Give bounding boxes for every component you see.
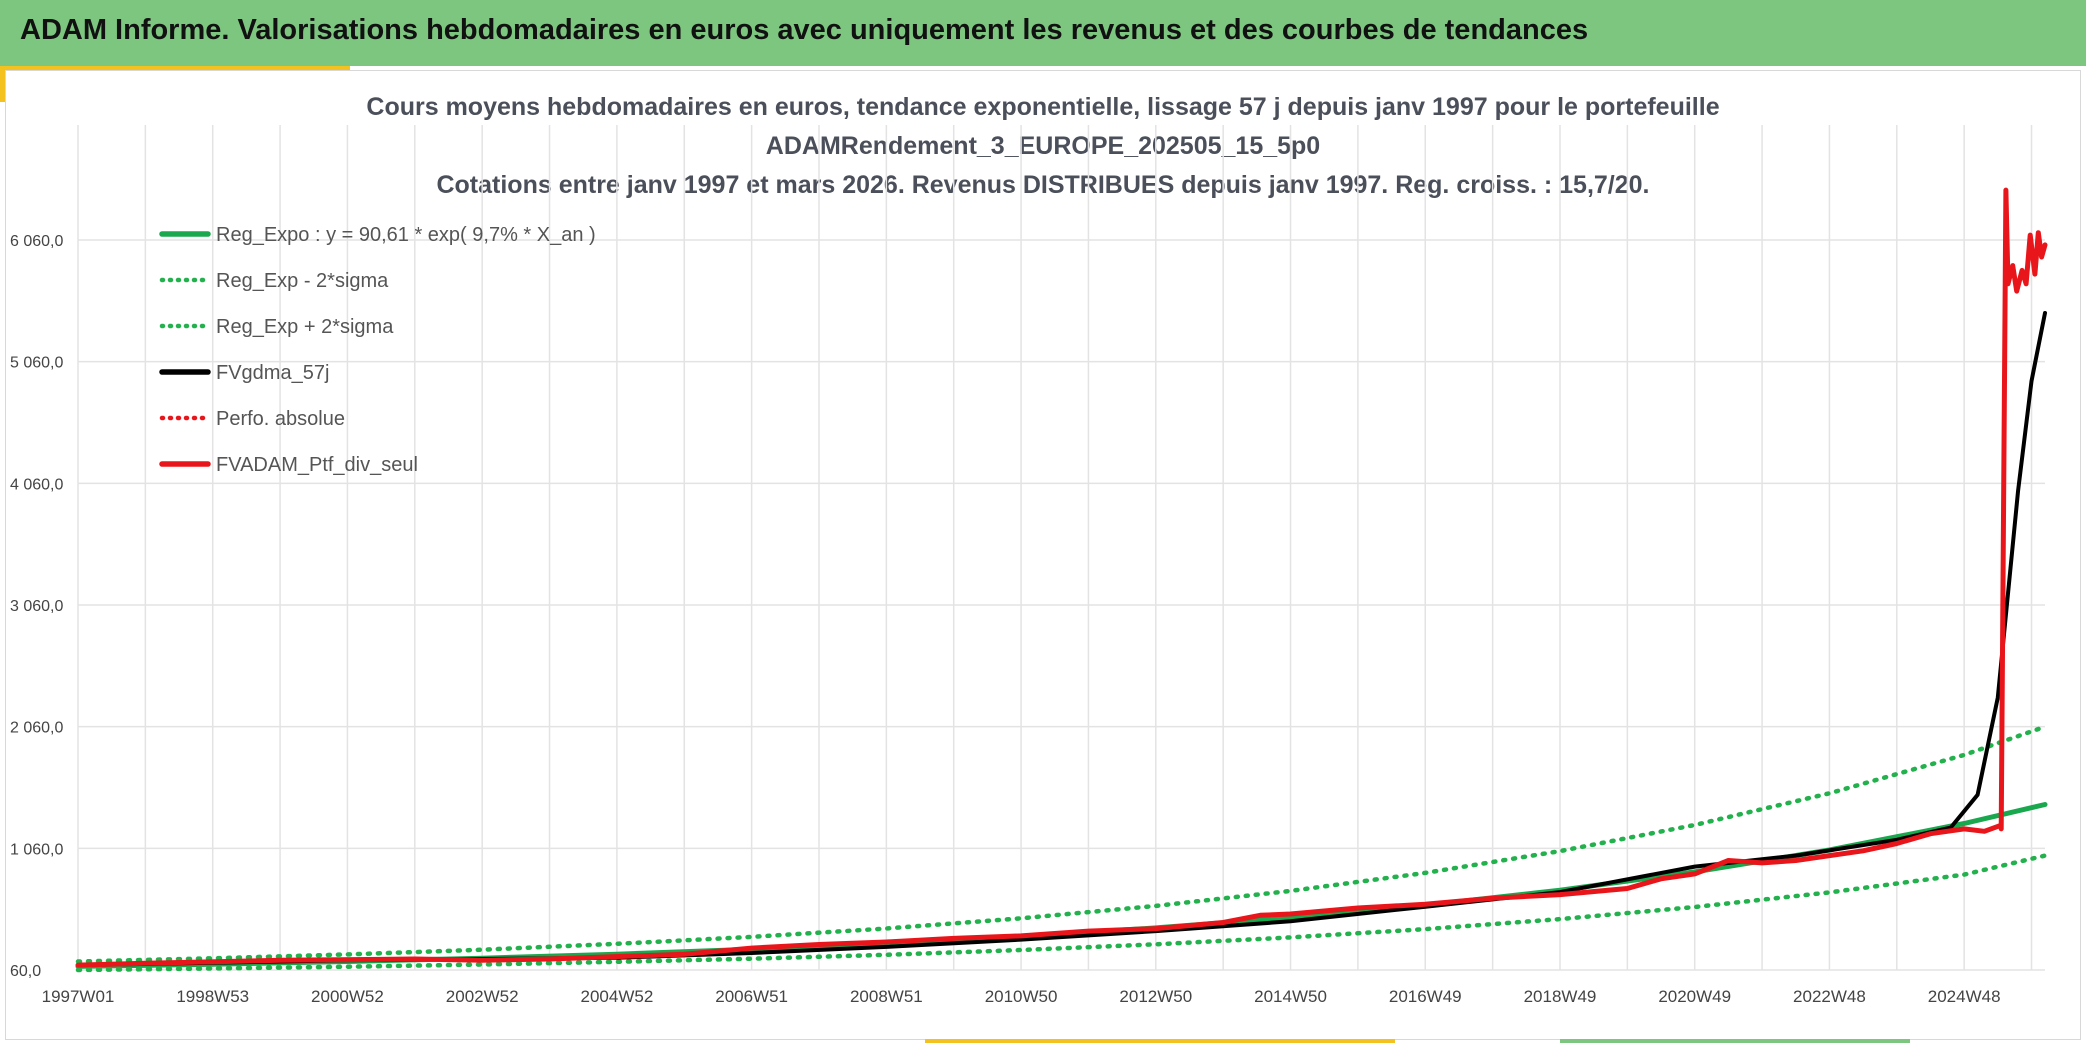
x-tick-label: 2020W49	[1658, 987, 1731, 1006]
chart-title-line-1: Cours moyens hebdomadaires en euros, ten…	[366, 93, 1720, 121]
x-tick-label: 2016W49	[1389, 987, 1462, 1006]
x-tick-label: 2002W52	[446, 987, 519, 1006]
series-line-fvgdma-57j	[76, 311, 2047, 968]
series-line-reg-exp-2-sigma	[75, 724, 2048, 964]
header-title: ADAM Informe. Valorisations hebdomadaire…	[20, 14, 1589, 46]
y-tick-label: 60,0	[10, 963, 41, 980]
series-line-fvadam-ptf-div-seul	[75, 187, 2048, 968]
y-tick-label: 1 060,0	[10, 841, 63, 858]
y-tick-label: 3 060,0	[10, 598, 63, 615]
x-tick-label: 2012W50	[1119, 987, 1192, 1006]
legend: Reg_Expo : y = 90,61 * exp( 9,7% * X_an …	[159, 224, 596, 476]
accent-stripe-top	[0, 66, 350, 70]
x-tick-label: 2000W52	[311, 987, 384, 1006]
y-axis-ticks: 60,0 1 060,0 2 060,0 3 060,0 4 060,0 5 060,0 6…	[10, 233, 63, 980]
x-tick-label: 2006W51	[715, 987, 788, 1006]
series-line-reg-exp-2-sigma	[75, 853, 2048, 973]
x-axis-ticks: 1997W01 1998W53 2000W52 2002W52 2004W52 2006W…	[42, 987, 2001, 1006]
chart-title-line-2: ADAMRendement_3_EUROPE_202505_15_5p0	[765, 132, 1321, 160]
x-tick-label: 2022W48	[1793, 987, 1866, 1006]
grid-lines	[77, 125, 2045, 971]
legend-label: Reg_Exp - 2*sigma	[216, 270, 389, 292]
x-tick-label: 2018W49	[1524, 987, 1597, 1006]
y-tick-label: 4 060,0	[10, 476, 63, 493]
accent-stripe-bottom	[925, 1039, 1395, 1043]
legend-label: Reg_Expo : y = 90,61 * exp( 9,7% * X_an …	[216, 224, 596, 246]
legend-label: Perfo. absolue	[216, 408, 345, 430]
x-tick-label: 2010W50	[985, 987, 1058, 1006]
legend-label: FVADAM_Ptf_div_seul	[216, 454, 418, 476]
x-tick-label: 2008W51	[850, 987, 923, 1006]
accent-stripe-left	[0, 66, 6, 102]
y-tick-label: 2 060,0	[10, 720, 63, 737]
x-tick-label: 2024W48	[1928, 987, 2001, 1006]
header-bar: ADAM Informe. Valorisations hebdomadaire…	[0, 0, 2086, 66]
x-tick-label: 2004W52	[581, 987, 654, 1006]
y-tick-label: 5 060,0	[10, 355, 63, 372]
y-tick-label: 6 060,0	[10, 233, 63, 250]
chart-title-line-3: Cotations entre janv 1997 et mars 2026. …	[436, 171, 1650, 199]
legend-label: Reg_Exp + 2*sigma	[216, 316, 394, 338]
series-line-reg-expo	[75, 802, 2048, 969]
x-tick-label: 1997W01	[42, 987, 115, 1006]
x-tick-label: 1998W53	[176, 987, 249, 1006]
accent-stripe-bottom-green	[1560, 1039, 1910, 1043]
series-layer	[75, 187, 2048, 973]
x-tick-label: 2014W50	[1254, 987, 1327, 1006]
legend-label: FVgdma_57j	[216, 362, 329, 384]
